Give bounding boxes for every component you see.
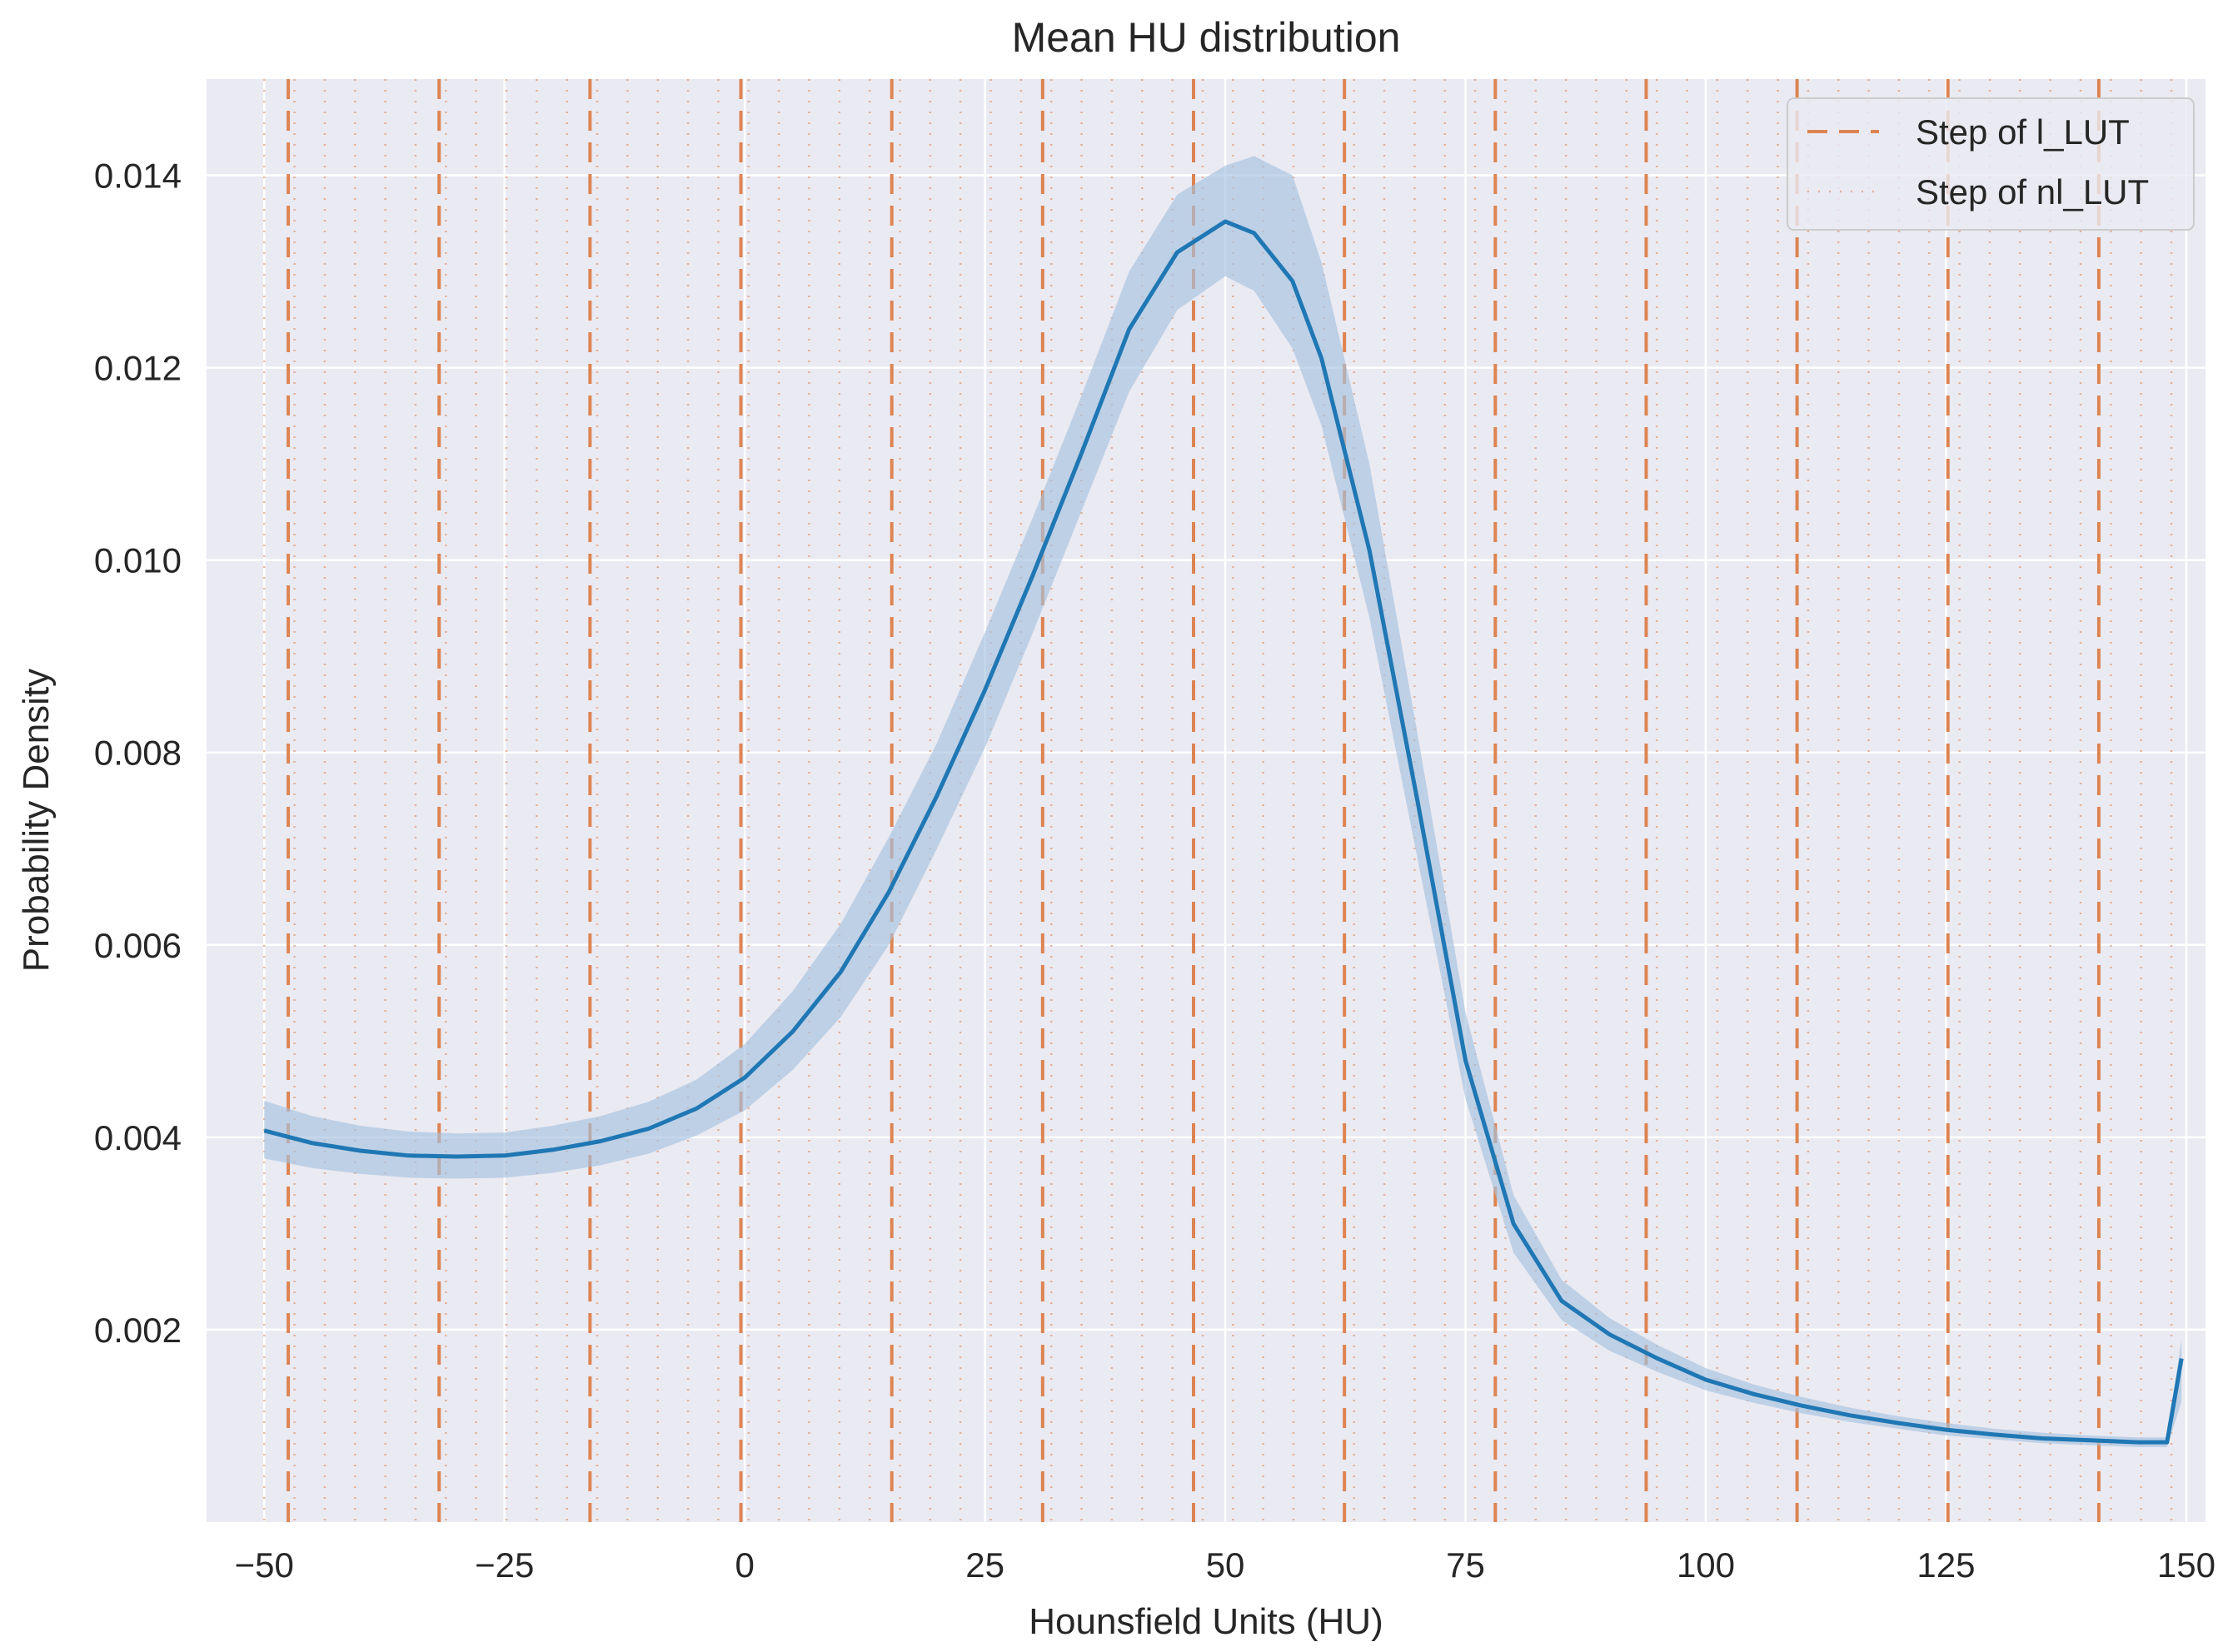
legend: Step of l_LUT Step of nl_LUT (1787, 97, 2195, 231)
chart-title: Mean HU distribution (1012, 14, 1401, 61)
legend-box (1787, 97, 2195, 231)
x-axis-ticks: −50 −25 0 25 50 75 100 125 150 (235, 1545, 2216, 1585)
y-tick-label: 0.008 (94, 734, 182, 773)
x-tick-label: −25 (475, 1545, 534, 1585)
y-tick-label: 0.002 (94, 1311, 182, 1350)
x-tick-label: 0 (735, 1545, 754, 1585)
mean-density-line (263, 219, 2184, 1445)
legend-label-nl-lut: Step of nl_LUT (1916, 172, 2149, 211)
x-tick-label: 50 (1206, 1545, 1245, 1585)
x-tick-label: 100 (1677, 1545, 1735, 1585)
y-tick-label: 0.006 (94, 926, 182, 965)
y-tick-label: 0.010 (94, 541, 182, 580)
x-tick-label: 25 (965, 1545, 1004, 1585)
legend-label-l-lut: Step of l_LUT (1916, 112, 2130, 152)
y-axis-label: Probability Density (16, 669, 57, 972)
x-tick-label: 125 (1916, 1545, 1975, 1585)
x-tick-label: 75 (1446, 1545, 1485, 1585)
plot-area (207, 79, 2206, 1522)
y-tick-label: 0.014 (94, 157, 182, 196)
l-lut-step-lines (287, 79, 2101, 1522)
y-tick-label: 0.004 (94, 1118, 182, 1157)
y-tick-label: 0.012 (94, 349, 182, 388)
x-tick-label: 150 (2157, 1545, 2216, 1585)
y-axis-ticks: 0.002 0.004 0.006 0.008 0.010 0.012 0.014 (94, 157, 182, 1350)
x-axis-label: Hounsfield Units (HU) (1029, 1601, 1383, 1642)
x-tick-label: −50 (235, 1545, 294, 1585)
